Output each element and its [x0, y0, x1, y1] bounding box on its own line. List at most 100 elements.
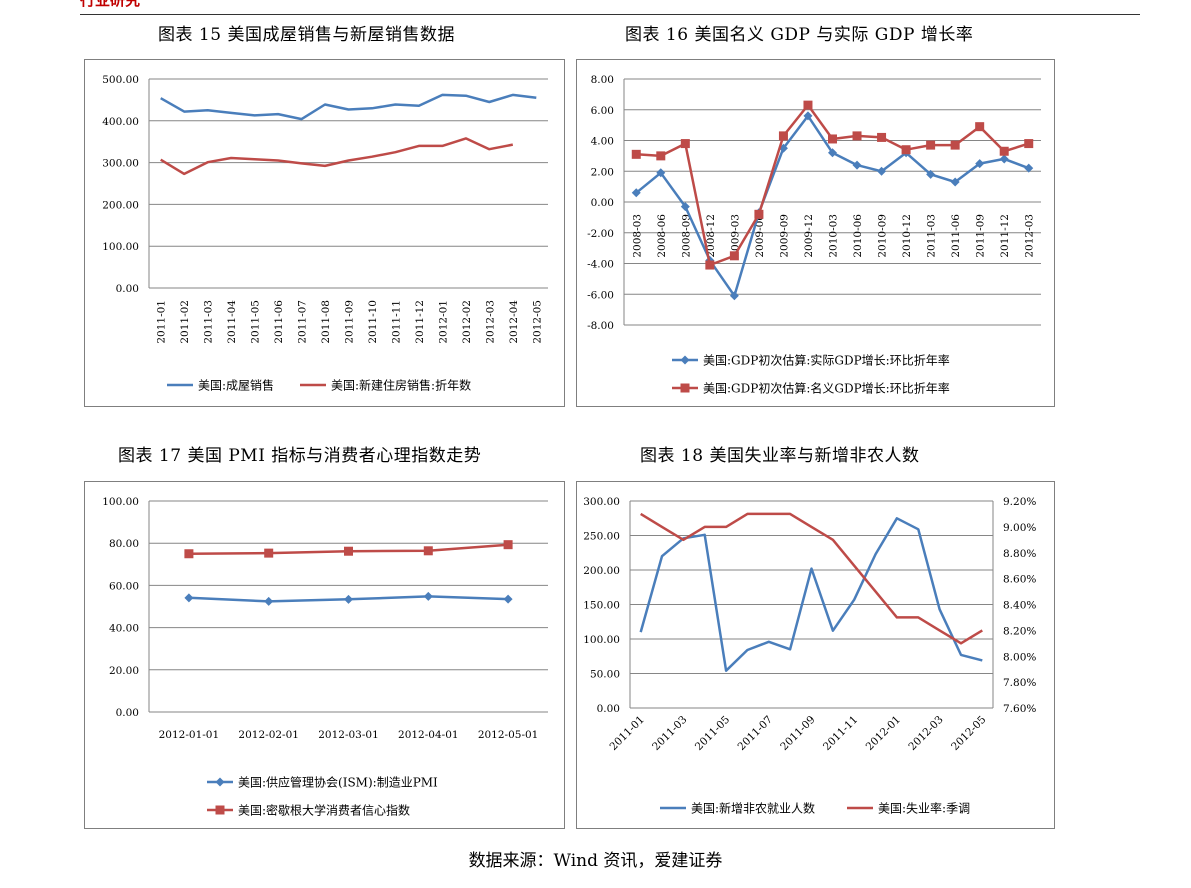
y-tick-label: 200.00	[583, 565, 620, 577]
y2-tick-label: 9.20%	[1003, 496, 1036, 508]
x-tick-label: 2011-09	[344, 300, 356, 344]
y-tick-label: 0.00	[591, 197, 614, 209]
header-left-label: 行业研究	[80, 0, 141, 9]
legend-label-2: 美国:密歇根大学消费者信心指数	[238, 803, 410, 818]
x-tick-label: 2012-01	[864, 714, 903, 753]
legend-label-1: 美国:供应管理协会(ISM):制造业PMI	[238, 775, 438, 790]
x-tick-label: 2010-03	[828, 214, 840, 258]
series-line-2	[640, 512, 983, 645]
chart-17-svg: 100.00 80.00 60.00 40.00 20.00 0.00 2012-01-01…	[102, 496, 548, 818]
y-tick-label: -2.00	[587, 228, 614, 240]
chart-15-svg: 500.00 400.00 300.00 200.00 100.00 0.00 2011-0…	[102, 74, 548, 393]
y2-tick-label: 8.60%	[1003, 574, 1036, 586]
y-tick-label: 60.00	[109, 580, 139, 592]
y-tick-label: 100.00	[583, 634, 620, 646]
series-2-point	[729, 251, 739, 261]
series-2-point	[950, 140, 960, 150]
y-tick-label: 6.00	[591, 105, 614, 117]
x-tick-label: 2010-06	[852, 214, 864, 258]
chart-15-panel: 500.00 400.00 300.00 200.00 100.00 0.00 2011-0…	[84, 59, 565, 407]
y2-tick-label: 9.00%	[1003, 522, 1036, 534]
x-tick-label: 2012-01	[437, 300, 449, 344]
series-line-1	[160, 93, 537, 121]
series-2-point	[184, 549, 194, 559]
series-1-point	[264, 596, 274, 606]
series-2-point	[680, 139, 690, 149]
chart-15-title: 图表 15 美国成屋销售与新屋销售数据	[158, 25, 455, 45]
x-tick-label: 2012-02	[461, 300, 473, 344]
x-tick-label: 2012-03	[906, 714, 945, 753]
x-tick-label: 2012-05	[949, 714, 988, 753]
series-2-point	[503, 540, 513, 550]
x-tick-label: 2012-01-01	[159, 729, 220, 741]
y-tick-label: 50.00	[590, 669, 620, 681]
series-2-point	[975, 122, 985, 132]
series-2-point	[877, 132, 887, 142]
chart-17-title: 图表 17 美国 PMI 指标与消费者心理指数走势	[118, 446, 482, 466]
x-tick-label: 2008-09	[680, 214, 692, 258]
y-tick-label: 100.00	[102, 241, 139, 253]
x-tick-label: 2009-03	[729, 214, 741, 258]
legend-marker-1	[215, 777, 225, 787]
chart-16-panel: 8.00 6.00 4.00 2.00 0.00 -2.00 -4.00 -6.00 -8.00…	[576, 59, 1055, 407]
y-tick-label: 40.00	[109, 623, 139, 635]
x-tick-label: 2011-09	[778, 714, 817, 753]
x-tick-label: 2010-12	[901, 214, 913, 258]
x-tick-label: 2011-07	[297, 300, 309, 344]
y-tick-label: 80.00	[109, 538, 139, 550]
chart-17-panel: 100.00 80.00 60.00 40.00 20.00 0.00 2012-01-01…	[84, 481, 565, 829]
y-tick-label: -6.00	[587, 289, 614, 301]
legend-label-1: 美国:成屋销售	[198, 378, 274, 393]
x-tick-label: 2011-05	[693, 714, 732, 753]
legend-marker-1	[680, 355, 690, 365]
header-rule	[80, 14, 1140, 15]
series-2-point	[344, 546, 353, 556]
x-tick-label: 2011-01	[156, 300, 168, 344]
y-tick-label: 0.00	[116, 283, 139, 295]
y-tick-label: -8.00	[587, 320, 614, 332]
series-1-point	[877, 166, 887, 176]
x-tick-label: 2011-01	[607, 714, 646, 753]
legend-label-2: 美国:失业率:季调	[878, 801, 970, 816]
series-2-point	[803, 100, 813, 110]
y-tick-label: 2.00	[591, 166, 614, 178]
y-tick-label: 200.00	[102, 199, 139, 211]
series-1-point	[184, 593, 194, 603]
x-tick-label: 2011-02	[179, 300, 191, 344]
series-2-point	[705, 260, 715, 270]
series-2-point	[631, 149, 641, 159]
series-1-point	[344, 594, 353, 604]
series-1-point	[656, 168, 666, 178]
x-tick-label: 2011-03	[203, 300, 215, 344]
y-tick-label: 500.00	[102, 74, 139, 86]
series-2-point	[828, 134, 837, 144]
series-1-point	[803, 111, 813, 121]
y-tick-label: 0.00	[597, 703, 620, 715]
x-tick-label: 2011-03	[926, 214, 938, 258]
series-2-point	[778, 131, 788, 141]
y-tick-label: 300.00	[102, 158, 139, 170]
chart-16-title: 图表 16 美国名义 GDP 与实际 GDP 增长率	[625, 25, 974, 45]
x-tick-label: 2011-11	[821, 714, 860, 753]
y-tick-label: 150.00	[583, 600, 620, 612]
series-1-point	[778, 143, 788, 153]
x-tick-label: 2012-04	[508, 300, 520, 344]
y-tick-label: 20.00	[109, 665, 139, 677]
x-tick-label: 2009-12	[803, 214, 815, 258]
y-tick-label: 8.00	[591, 74, 614, 86]
chart-18-panel: 300.00 250.00 200.00 150.00 100.00 50.00 0.00 9…	[576, 481, 1055, 829]
chart-16-svg: 8.00 6.00 4.00 2.00 0.00 -2.00 -4.00 -6.00 -8.00…	[587, 74, 1041, 396]
x-tick-label: 2011-06	[950, 214, 962, 258]
x-tick-label: 2008-06	[656, 214, 668, 258]
y-tick-label: 250.00	[583, 531, 620, 543]
series-line-2	[160, 137, 514, 176]
x-tick-label: 2012-03	[1024, 214, 1036, 258]
series-1-point	[999, 154, 1009, 164]
series-1-point	[828, 148, 837, 158]
y-tick-label: -4.00	[587, 259, 614, 271]
x-tick-label: 2011-09	[975, 214, 987, 258]
x-tick-label: 2011-04	[226, 300, 238, 344]
legend-label-1: 美国:新增非农就业人数	[691, 801, 815, 816]
x-tick-label: 2011-10	[367, 300, 379, 344]
series-1-point	[423, 591, 433, 601]
